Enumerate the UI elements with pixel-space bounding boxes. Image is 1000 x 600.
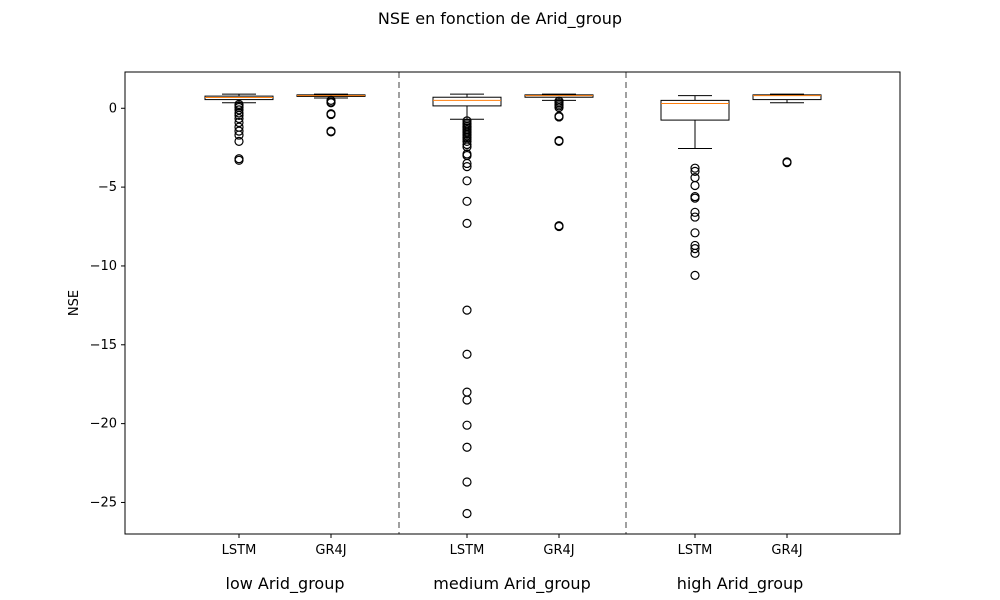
- outlier-point: [462, 442, 472, 452]
- outlier-point: [234, 117, 244, 128]
- x-tick-label: GR4J: [543, 543, 574, 558]
- outlier-point: [462, 387, 472, 397]
- y-tick-label: 0: [109, 101, 117, 116]
- outlier-point: [234, 105, 244, 115]
- outlier-point: [462, 158, 472, 169]
- outlier-point: [462, 136, 472, 146]
- x-tick-label: GR4J: [315, 543, 346, 558]
- y-tick-label: −15: [90, 338, 117, 353]
- x-tick-label: GR4J: [771, 543, 802, 558]
- outlier-point: [690, 228, 700, 238]
- outlier-point: [462, 305, 472, 315]
- box-iqr: [432, 96, 502, 107]
- y-tick-label: −25: [90, 495, 117, 510]
- y-tick-label: −5: [98, 180, 117, 195]
- outlier-point: [462, 477, 472, 487]
- outlier-point: [554, 221, 564, 232]
- outlier-point: [690, 270, 700, 281]
- outlier-point: [234, 113, 244, 124]
- outlier-point: [690, 193, 700, 203]
- outlier-point: [462, 142, 472, 152]
- outlier-point: [690, 212, 700, 222]
- group-label-low: low Arid_group: [225, 574, 345, 593]
- outlier-point: [234, 155, 244, 165]
- outlier-point: [462, 176, 472, 186]
- y-axis-label: NSE: [67, 290, 82, 316]
- outlier-point: [462, 162, 472, 172]
- outlier-point: [462, 420, 472, 430]
- x-tick-label: LSTM: [450, 543, 485, 558]
- outlier-point: [326, 109, 336, 120]
- outlier-point: [782, 158, 792, 168]
- chart-title: NSE en fonction de Arid_group: [377, 9, 623, 28]
- x-tick-label: LSTM: [222, 543, 257, 558]
- outlier-point: [462, 508, 472, 519]
- outlier-point: [462, 395, 472, 405]
- outlier-point: [326, 98, 336, 108]
- outlier-point: [462, 139, 472, 150]
- outlier-point: [234, 136, 244, 146]
- outlier-point: [690, 163, 700, 173]
- box-iqr: [752, 94, 822, 101]
- outlier-point: [690, 180, 700, 191]
- outlier-point: [326, 127, 336, 137]
- outlier-point: [234, 108, 244, 118]
- outlier-point: [462, 196, 472, 206]
- outlier-point: [554, 136, 564, 146]
- outlier-point: [462, 116, 472, 126]
- plot-frame: [124, 71, 901, 535]
- outlier-point: [234, 130, 244, 140]
- box-iqr: [660, 99, 730, 121]
- y-tick-label: −10: [90, 259, 117, 274]
- outlier-point: [690, 166, 700, 176]
- outlier-point: [690, 207, 700, 217]
- outlier-point: [554, 112, 564, 122]
- outlier-point: [690, 248, 700, 258]
- outlier-point: [462, 218, 472, 228]
- outlier-point: [554, 102, 564, 113]
- outlier-point: [690, 244, 700, 254]
- outlier-point: [234, 126, 244, 136]
- x-tick-label: LSTM: [678, 543, 713, 558]
- outlier-point: [234, 110, 244, 120]
- group-label-high: high Arid_group: [676, 574, 804, 593]
- outlier-point: [462, 349, 472, 359]
- y-tick-label: −20: [90, 417, 117, 432]
- group-label-medium: medium Arid_group: [433, 574, 591, 593]
